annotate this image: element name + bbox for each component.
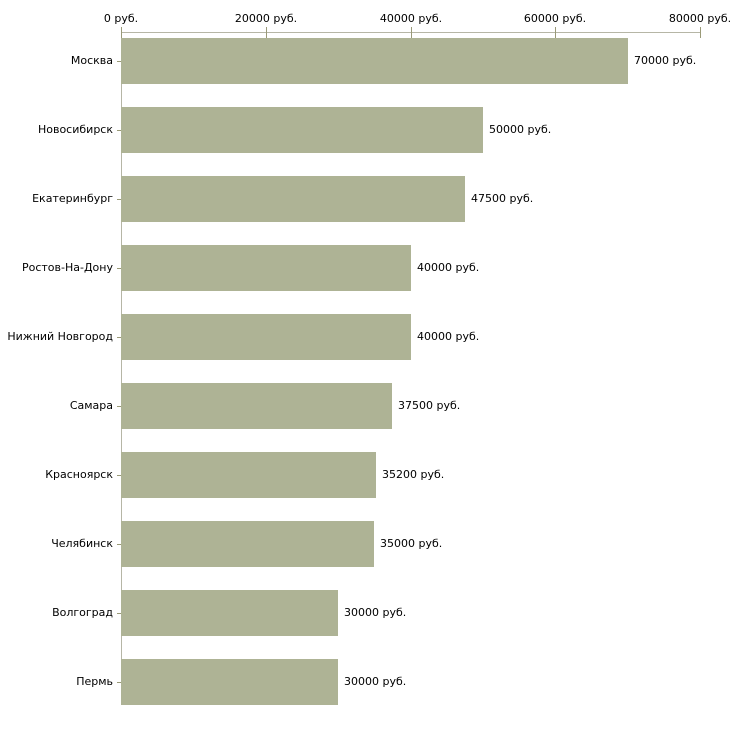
bar-value-label: 35000 руб. — [380, 537, 443, 550]
x-axis-tick-mark — [121, 27, 122, 38]
y-axis-category-label: Пермь — [76, 675, 113, 688]
bar[interactable] — [121, 590, 338, 636]
bar[interactable] — [121, 38, 628, 84]
x-axis-tick-label: 20000 руб. — [234, 12, 298, 25]
y-axis-tick-mark — [117, 682, 122, 683]
bar[interactable] — [121, 452, 376, 498]
x-axis-tick-label: 80000 руб. — [668, 12, 730, 25]
bar-value-label: 40000 руб. — [417, 261, 480, 274]
bar[interactable] — [121, 314, 411, 360]
bar-value-label: 47500 руб. — [471, 192, 534, 205]
y-axis-category-label: Екатеринбург — [32, 192, 113, 205]
y-axis-tick-mark — [117, 406, 122, 407]
x-axis-tick-mark — [700, 27, 701, 38]
y-axis-category-label: Самара — [69, 399, 113, 412]
y-axis-category-label: Волгоград — [52, 606, 113, 619]
y-axis-tick-mark — [117, 475, 122, 476]
bar[interactable] — [121, 521, 374, 567]
y-axis-category-label: Красноярск — [45, 468, 113, 481]
bar[interactable] — [121, 245, 411, 291]
y-axis-category-label: Нижний Новгород — [7, 330, 113, 343]
y-axis-tick-mark — [117, 544, 122, 545]
y-axis-tick-mark — [117, 337, 122, 338]
x-axis-tick-mark — [555, 27, 556, 38]
x-axis-line — [121, 32, 700, 33]
bar[interactable] — [121, 383, 392, 429]
x-axis-tick-mark — [266, 27, 267, 38]
bar-value-label: 35200 руб. — [382, 468, 445, 481]
bar[interactable] — [121, 176, 465, 222]
bar-value-label: 30000 руб. — [344, 606, 407, 619]
bar-value-label: 50000 руб. — [489, 123, 552, 136]
y-axis-tick-mark — [117, 61, 122, 62]
x-axis-tick-label: 60000 руб. — [523, 12, 587, 25]
x-axis-tick-label: 0 руб. — [103, 12, 139, 25]
y-axis-category-label: Ростов-На-Дону — [21, 261, 113, 274]
x-axis-tick-label: 40000 руб. — [379, 12, 443, 25]
x-axis-tick-mark — [411, 27, 412, 38]
y-axis-tick-mark — [117, 268, 122, 269]
y-axis-category-label: Москва — [70, 54, 113, 67]
bar-value-label: 40000 руб. — [417, 330, 480, 343]
bar-value-label: 30000 руб. — [344, 675, 407, 688]
bar[interactable] — [121, 659, 338, 705]
y-axis-category-label: Челябинск — [51, 537, 113, 550]
y-axis-tick-mark — [117, 199, 122, 200]
bar-value-label: 37500 руб. — [398, 399, 461, 412]
bar-value-label: 70000 руб. — [634, 54, 697, 67]
bar[interactable] — [121, 107, 483, 153]
y-axis-tick-mark — [117, 130, 122, 131]
y-axis-category-label: Новосибирск — [37, 123, 113, 136]
y-axis-line — [121, 32, 122, 701]
y-axis-tick-mark — [117, 613, 122, 614]
